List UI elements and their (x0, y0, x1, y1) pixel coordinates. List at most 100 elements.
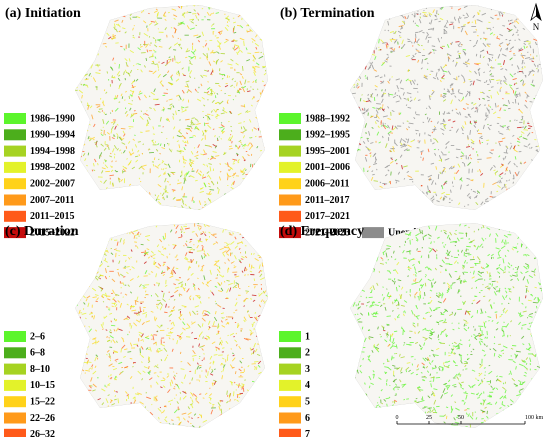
land-patch (168, 58, 172, 61)
legend-swatch (279, 210, 301, 222)
land-patch (187, 420, 190, 423)
land-patch (356, 84, 359, 87)
land-patch (486, 107, 490, 112)
land-patch (419, 13, 422, 15)
land-patch (535, 32, 537, 38)
land-patch (264, 416, 268, 420)
land-patch (245, 268, 248, 270)
land-patch (214, 115, 218, 118)
land-patch (405, 222, 407, 223)
land-patch (225, 38, 229, 41)
land-patch (209, 269, 212, 275)
land-patch (253, 425, 256, 428)
land-patch (266, 405, 268, 408)
land-patch (520, 131, 525, 134)
land-patch (409, 81, 412, 86)
land-patch (96, 8, 100, 14)
land-patch (192, 350, 196, 355)
land-patch (489, 283, 492, 285)
land-patch (384, 339, 388, 343)
land-patch (122, 338, 125, 343)
land-patch (166, 180, 170, 183)
land-patch (88, 199, 91, 204)
land-patch (203, 353, 205, 355)
land-patch (147, 360, 151, 364)
land-patch (264, 234, 267, 238)
land-patch (100, 324, 104, 329)
land-patch (118, 136, 123, 141)
land-patch (361, 254, 365, 260)
land-patch (235, 332, 238, 335)
land-patch (247, 410, 250, 414)
land-patch (379, 181, 382, 184)
land-patch (499, 132, 504, 135)
land-patch (146, 248, 150, 251)
land-patch (422, 327, 427, 331)
land-patch (262, 166, 265, 169)
land-patch (402, 92, 405, 96)
land-patch (111, 4, 112, 5)
land-patch (450, 92, 453, 96)
land-patch (526, 132, 531, 137)
land-patch (114, 398, 117, 401)
land-patch (151, 403, 153, 406)
land-patch (168, 332, 174, 334)
land-patch (175, 230, 178, 234)
land-patch (510, 418, 513, 423)
land-patch (505, 5, 507, 6)
land-patch (387, 118, 392, 120)
land-patch (251, 37, 256, 42)
land-patch (68, 157, 72, 160)
land-patch (239, 360, 243, 364)
land-patch (210, 370, 214, 374)
land-patch (450, 41, 453, 45)
land-patch (459, 17, 462, 19)
legend-label: 2002–2007 (30, 178, 75, 189)
land-patch (149, 423, 152, 425)
land-patch (231, 252, 233, 255)
land-patch (523, 19, 529, 22)
land-patch (209, 355, 213, 360)
land-patch (455, 128, 459, 133)
land-patch (421, 59, 424, 64)
land-patch (185, 243, 188, 247)
land-patch (189, 295, 192, 298)
land-patch (193, 9, 196, 12)
land-patch (254, 65, 260, 68)
land-patch (221, 130, 225, 134)
land-patch (435, 220, 438, 222)
land-patch (446, 385, 449, 390)
land-patch (242, 172, 246, 176)
land-patch (385, 43, 388, 49)
land-patch (516, 140, 521, 143)
land-patch (186, 90, 189, 94)
land-patch (521, 67, 524, 70)
land-patch (111, 278, 116, 283)
land-patch (248, 119, 252, 123)
land-patch (195, 396, 198, 400)
land-patch (201, 255, 204, 260)
land-patch (162, 385, 166, 388)
land-patch (518, 47, 523, 51)
land-patch (252, 321, 256, 324)
land-patch (493, 287, 497, 290)
land-patch (160, 325, 163, 327)
land-patch (140, 69, 143, 73)
land-patch (267, 89, 268, 92)
land-patch (93, 270, 96, 275)
land-patch (87, 66, 90, 69)
land-patch (142, 5, 147, 6)
land-patch (180, 197, 183, 200)
land-patch (107, 383, 111, 386)
land-patch (257, 314, 261, 318)
land-patch (382, 190, 386, 195)
land-patch (374, 84, 378, 88)
land-patch (191, 354, 197, 357)
land-patch (232, 190, 236, 194)
land-patch (438, 20, 441, 23)
land-patch (509, 73, 514, 78)
land-patch (185, 80, 190, 83)
land-patch (192, 160, 195, 162)
land-patch (219, 171, 222, 173)
land-patch (509, 145, 513, 150)
